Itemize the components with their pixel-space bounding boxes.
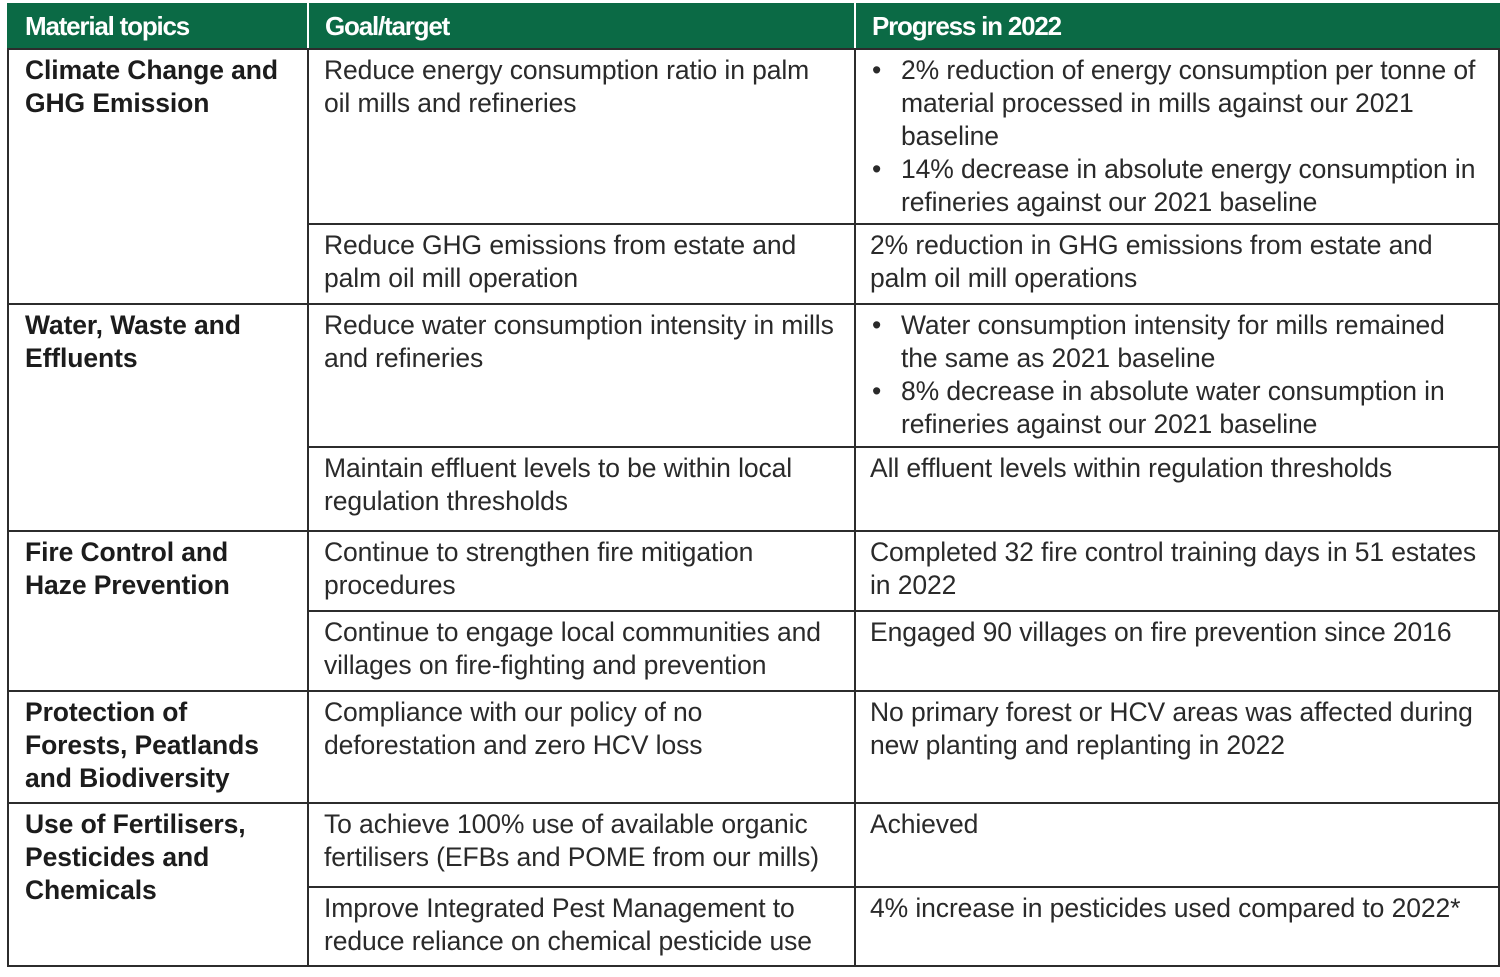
goal-cell: Improve Integrated Pest Management to re…	[307, 886, 856, 967]
progress-bullet-text: 2% reduction of energy consumption per t…	[901, 55, 1476, 151]
table-row: Water, Waste and Effluents Reduce water …	[7, 303, 1500, 532]
goal-cell: To achieve 100% use of available organic…	[307, 802, 856, 888]
topic-cell: Climate Change and GHG Emission	[7, 48, 309, 305]
table-row: Continue to engage local communities and…	[8, 610, 1500, 692]
progress-cell: 4% increase in pesticides used compared …	[854, 886, 1500, 967]
progress-bullet-list: • Water consumption intensity for mills r…	[870, 309, 1486, 441]
progress-cell: All effluent levels within regulation th…	[854, 446, 1500, 532]
progress-cell: No primary forest or HCV areas was affec…	[854, 690, 1500, 804]
goal-cell: Reduce energy consumption ratio in palm …	[307, 48, 856, 225]
header-goal-target: Goal/target	[307, 3, 856, 50]
progress-bullet: • Water consumption intensity for mills r…	[870, 309, 1486, 375]
bullet-icon: •	[872, 376, 882, 406]
table-row: Maintain effluent levels to be within lo…	[8, 446, 1500, 532]
bullet-icon: •	[872, 154, 882, 184]
progress-cell: Achieved	[854, 802, 1500, 888]
topic-cell: Protection of Forests, Peatlands and Bio…	[7, 690, 309, 804]
table-row: Fire Control and Haze Prevention Continu…	[7, 530, 1500, 692]
material-topics-table-container: Material topics Goal/target Progress in …	[7, 3, 1500, 973]
table-row: Improve Integrated Pest Management to re…	[8, 886, 1500, 967]
topic-cell: Use of Fertilisers, Pesticides and Chemi…	[7, 802, 309, 967]
table-row: Climate Change and GHG Emission Reduce e…	[7, 48, 1500, 305]
bullet-icon: •	[872, 55, 882, 85]
progress-cell: • 2% reduction of energy consumption per …	[854, 48, 1500, 225]
bullet-icon: •	[872, 310, 882, 340]
goal-cell: Continue to engage local communities and…	[307, 610, 856, 692]
progress-bullet: • 2% reduction of energy consumption per …	[870, 54, 1486, 153]
progress-bullet: • 14% decrease in absolute energy consump…	[870, 153, 1486, 219]
goal-cell: Reduce GHG emissions from estate and pal…	[307, 223, 856, 305]
progress-cell: Engaged 90 villages on fire prevention s…	[854, 610, 1500, 692]
header-material-topics: Material topics	[7, 3, 309, 50]
goal-cell: Compliance with our policy of no defores…	[307, 690, 856, 804]
progress-bullet-text: 8% decrease in absolute water consumptio…	[901, 376, 1445, 439]
topic-cell: Water, Waste and Effluents	[7, 303, 309, 532]
table-row: Protection of Forests, Peatlands and Bio…	[7, 690, 1500, 804]
progress-cell: • Water consumption intensity for mills r…	[854, 303, 1500, 448]
progress-bullet-text: 14% decrease in absolute energy consumpt…	[901, 154, 1476, 217]
topic-cell: Fire Control and Haze Prevention	[7, 530, 309, 692]
progress-bullet-list: • 2% reduction of energy consumption per …	[870, 54, 1486, 219]
progress-cell: 2% reduction in GHG emissions from estat…	[854, 223, 1500, 305]
header-progress-2022: Progress in 2022	[854, 3, 1500, 50]
progress-cell: Completed 32 fire control training days …	[854, 530, 1500, 612]
material-topics-table: Material topics Goal/target Progress in …	[7, 3, 1500, 967]
header-row: Material topics Goal/target Progress in …	[7, 3, 1500, 50]
goal-cell: Continue to strengthen fire mitigation p…	[307, 530, 856, 612]
table-row: Reduce GHG emissions from estate and pal…	[8, 223, 1500, 305]
goal-cell: Maintain effluent levels to be within lo…	[307, 446, 856, 532]
table-row: Use of Fertilisers, Pesticides and Chemi…	[7, 802, 1500, 967]
progress-bullet-text: Water consumption intensity for mills re…	[901, 310, 1445, 373]
progress-bullet: • 8% decrease in absolute water consumpti…	[870, 375, 1486, 441]
goal-cell: Reduce water consumption intensity in mi…	[307, 303, 856, 448]
